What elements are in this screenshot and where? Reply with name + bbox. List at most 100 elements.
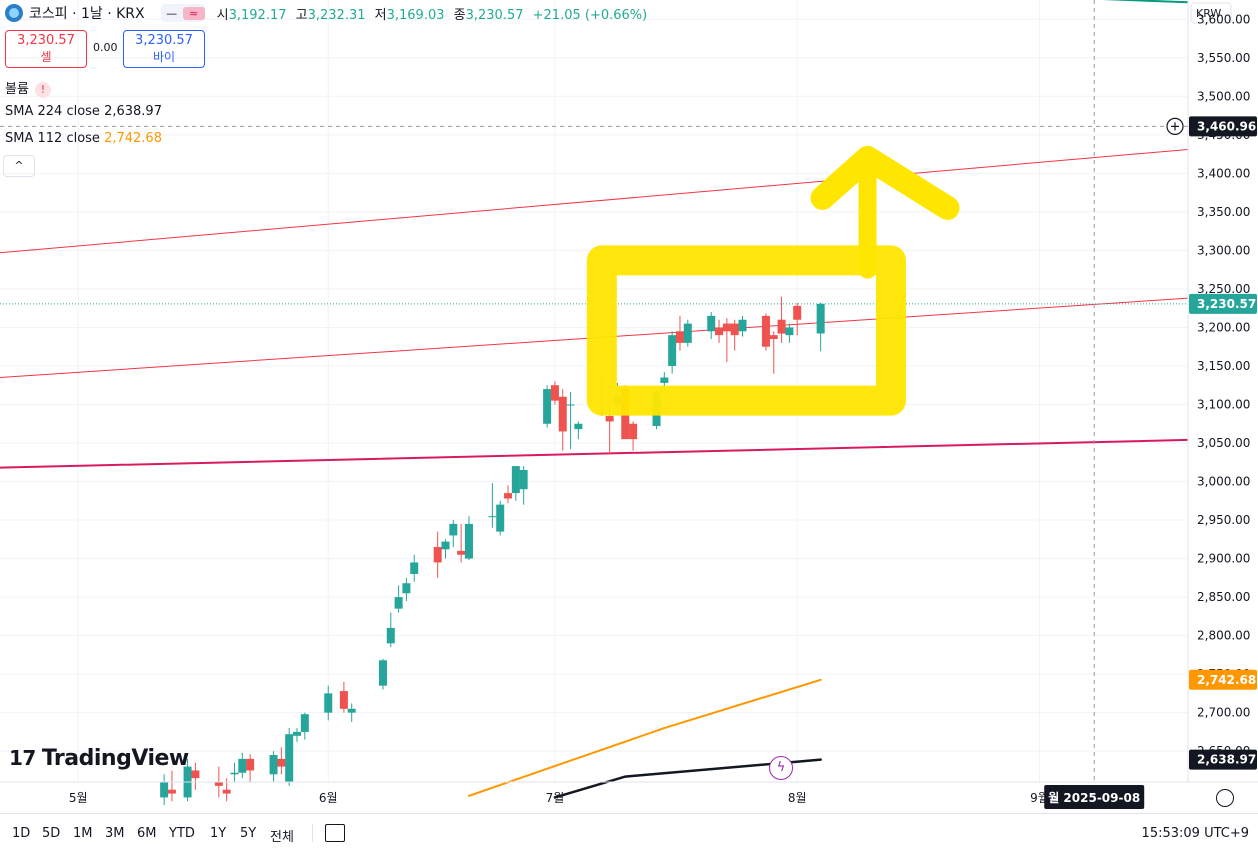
candlesticks [160, 296, 825, 806]
calendar-icon[interactable] [325, 824, 345, 842]
candle-body [167, 789, 176, 794]
candle-body [504, 493, 513, 499]
chart-grid [0, 0, 1188, 782]
price-tick-label: 2,700.00 [1197, 706, 1250, 720]
price-tick-label: 3,400.00 [1197, 166, 1250, 180]
open-key: 시 [216, 7, 229, 23]
price-tick-label: 2,950.00 [1197, 513, 1250, 527]
chart-line-5 [1102, 0, 1189, 4]
candle-body [777, 319, 786, 334]
range-1d-button[interactable]: 1D [12, 826, 31, 841]
warning-icon[interactable]: ! [34, 82, 51, 98]
range-3m-button[interactable]: 3M [105, 826, 125, 841]
toggle-line-icon[interactable]: — [166, 6, 178, 20]
price-axis[interactable]: KRW3,600.003,550.003,500.003,450.003,400… [1187, 0, 1258, 782]
candle-body [574, 423, 583, 430]
time-tick-label: 9월 [1030, 791, 1049, 805]
candle-body [566, 404, 575, 406]
candle-body [793, 305, 802, 320]
candle-body [222, 789, 231, 794]
sma224-value: 2,638.97 [104, 104, 162, 119]
low-key: 저 [374, 7, 387, 23]
buy-button[interactable]: 3,230.57 바이 [123, 30, 205, 68]
high-key: 고 [295, 7, 308, 23]
currency-box [1190, 2, 1232, 24]
price-chart[interactable]: KRW3,600.003,550.003,500.003,450.003,400… [0, 0, 1258, 812]
sma224-legend[interactable]: SMA 224 close 2,638.97 [5, 104, 162, 119]
clock-timezone[interactable]: 15:53:09 UTC+9 [1141, 826, 1249, 841]
toolbar-divider [312, 824, 313, 842]
candle-body [816, 303, 825, 334]
buy-price: 3,230.57 [135, 33, 193, 48]
sell-button[interactable]: 3,230.57 셀 [5, 30, 87, 68]
candle-body [511, 466, 520, 494]
candle-body [277, 758, 286, 767]
candle-body [605, 416, 614, 422]
chart-line-0 [553, 758, 822, 799]
candle-body [160, 782, 169, 798]
range-6m-button[interactable]: 6M [137, 826, 157, 841]
last-price-label-bg [1189, 293, 1257, 314]
chart-line-1 [467, 678, 822, 797]
close-key: 종 [453, 7, 466, 23]
range-5y-button[interactable]: 5Y [240, 826, 257, 841]
symbol-title[interactable]: 코스피 · 1날 · KRX [29, 6, 145, 22]
candle-body [238, 758, 247, 773]
time-tick-label: 8월 [788, 791, 807, 805]
crosshair-add-icon [1166, 117, 1184, 135]
range-5d-button[interactable]: 5D [42, 826, 61, 841]
price-tick-label: 3,500.00 [1197, 89, 1250, 103]
volume-indicator[interactable]: 볼륨! [5, 78, 51, 98]
candle-body [339, 691, 348, 709]
time-tick-label: 6월 [319, 791, 338, 805]
candle-body [285, 734, 294, 782]
tradingview-text: TradingView [41, 746, 189, 771]
toggle-wave-icon[interactable]: ≈ [182, 6, 205, 20]
volume-label: 볼륨 [5, 82, 29, 97]
time-axis[interactable]: 5월 6월 7월 8월 9월 월 2025-09-08 [0, 781, 1258, 809]
range-all-button[interactable]: 전체 [270, 830, 294, 845]
candle-body [738, 319, 747, 332]
candle-body [550, 385, 559, 401]
candle-body [293, 731, 301, 736]
yellow-annotation [586, 145, 960, 416]
sma112-price-label-bg [1189, 669, 1257, 690]
candle-body [785, 327, 794, 336]
range-ytd-button[interactable]: YTD [169, 826, 195, 841]
series-toggle[interactable]: — ≈ [160, 4, 205, 22]
candle-body [347, 708, 356, 713]
time-tick-label: 5월 [69, 791, 88, 805]
chart-line-2 [0, 148, 1189, 254]
settings-gear-icon[interactable] [1216, 789, 1234, 807]
change-value: +21.05 (+0.66%) [532, 7, 648, 23]
candle-body [230, 772, 239, 775]
price-tick-label: 3,300.00 [1197, 243, 1250, 257]
price-tick-label: 2,800.00 [1197, 629, 1250, 643]
sma224-price-label: 2,638.97 [1197, 753, 1256, 767]
range-1y-button[interactable]: 1Y [210, 826, 227, 841]
bottom-toolbar: 1D 5D 1M 3M 6M YTD 1Y 5Y 전체 15:53:09 UTC… [0, 813, 1258, 852]
price-tick-label: 3,150.00 [1197, 359, 1250, 373]
candle-body [730, 323, 739, 336]
price-tick-label: 2,850.00 [1197, 590, 1250, 604]
price-tick-label: 3,250.00 [1197, 282, 1250, 296]
tradingview-watermark[interactable]: 17 TradingView [9, 746, 189, 771]
candle-body [191, 770, 200, 779]
candle-body [496, 504, 505, 532]
candle-body [269, 755, 278, 775]
sma112-label: SMA 112 close [5, 131, 100, 146]
sell-price: 3,230.57 [17, 33, 75, 48]
price-tick-label: 3,200.00 [1197, 320, 1250, 334]
range-1m-button[interactable]: 1M [73, 826, 93, 841]
chart-line-4 [0, 438, 1189, 469]
lightning-icon[interactable]: ϟ [769, 756, 793, 780]
candle-body [722, 323, 731, 332]
candle-body [660, 377, 669, 383]
candle-body [214, 782, 223, 786]
price-tick-label: 2,900.00 [1197, 552, 1250, 566]
collapse-legend-button[interactable]: ^ [3, 155, 35, 177]
sma112-legend[interactable]: SMA 112 close 2,742.68 [5, 131, 162, 146]
candle-body [441, 541, 450, 550]
price-tick-label: 3,550.00 [1197, 51, 1250, 65]
candle-body [629, 423, 638, 440]
